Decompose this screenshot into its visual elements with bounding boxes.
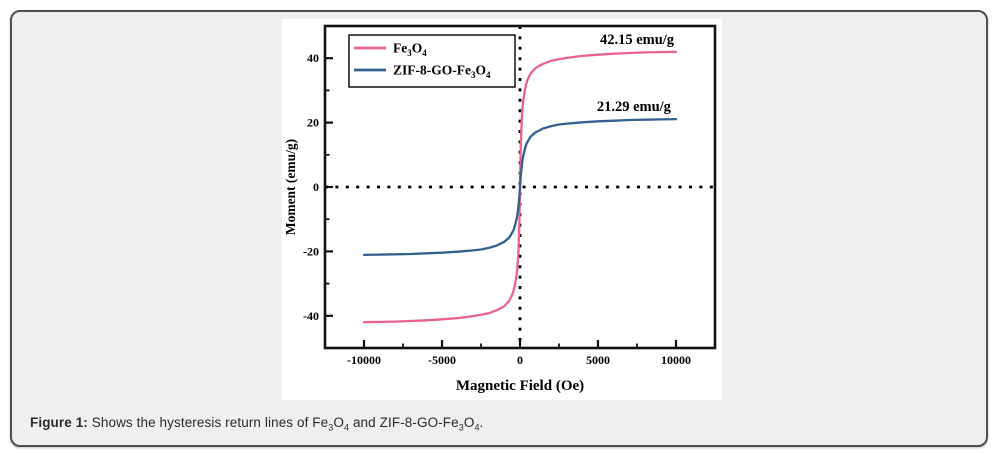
x-tick-label: 10000 [661, 353, 691, 367]
x-axis-title: Magnetic Field (Oe) [456, 378, 584, 394]
annotation-series-1: 21.29 emu/g [597, 99, 672, 115]
y-tick-label: 0 [313, 180, 319, 194]
series-curve-1 [362, 117, 678, 257]
x-tick-label: 0 [517, 353, 523, 367]
chart-svg: -10000 -5000 0 5000 10000 -40 -20 0 20 40 Magnetic… [283, 24, 717, 394]
legend-box [348, 34, 516, 88]
y-tick-label: 40 [307, 51, 319, 65]
y-tick-label: -20 [303, 244, 319, 258]
legend-label-0: Fe3O4 [393, 41, 427, 59]
figure-caption-text: Shows the hysteresis return lines of Fe3… [87, 415, 484, 433]
figure-card: -10000 -5000 0 5000 10000 -40 -20 0 20 40 Magnetic… [10, 10, 988, 447]
y-tick-label: 20 [307, 116, 319, 130]
annotation-series-0: 42.15 emu/g [600, 32, 675, 48]
hysteresis-chart: -10000 -5000 0 5000 10000 -40 -20 0 20 40 Magnetic… [282, 19, 722, 400]
y-axis-title: Moment (emu/g) [283, 139, 298, 235]
figure-caption-label: Figure 1: [30, 415, 88, 430]
x-tick-label: -5000 [428, 353, 456, 367]
x-tick-label: -10000 [347, 353, 381, 367]
figure-caption: Figure 1: Shows the hysteresis return li… [30, 415, 484, 433]
legend-label-1: ZIF-8-GO-Fe3O4 [393, 63, 491, 81]
y-tick-label: -40 [303, 309, 319, 323]
x-tick-label: 5000 [586, 353, 610, 367]
